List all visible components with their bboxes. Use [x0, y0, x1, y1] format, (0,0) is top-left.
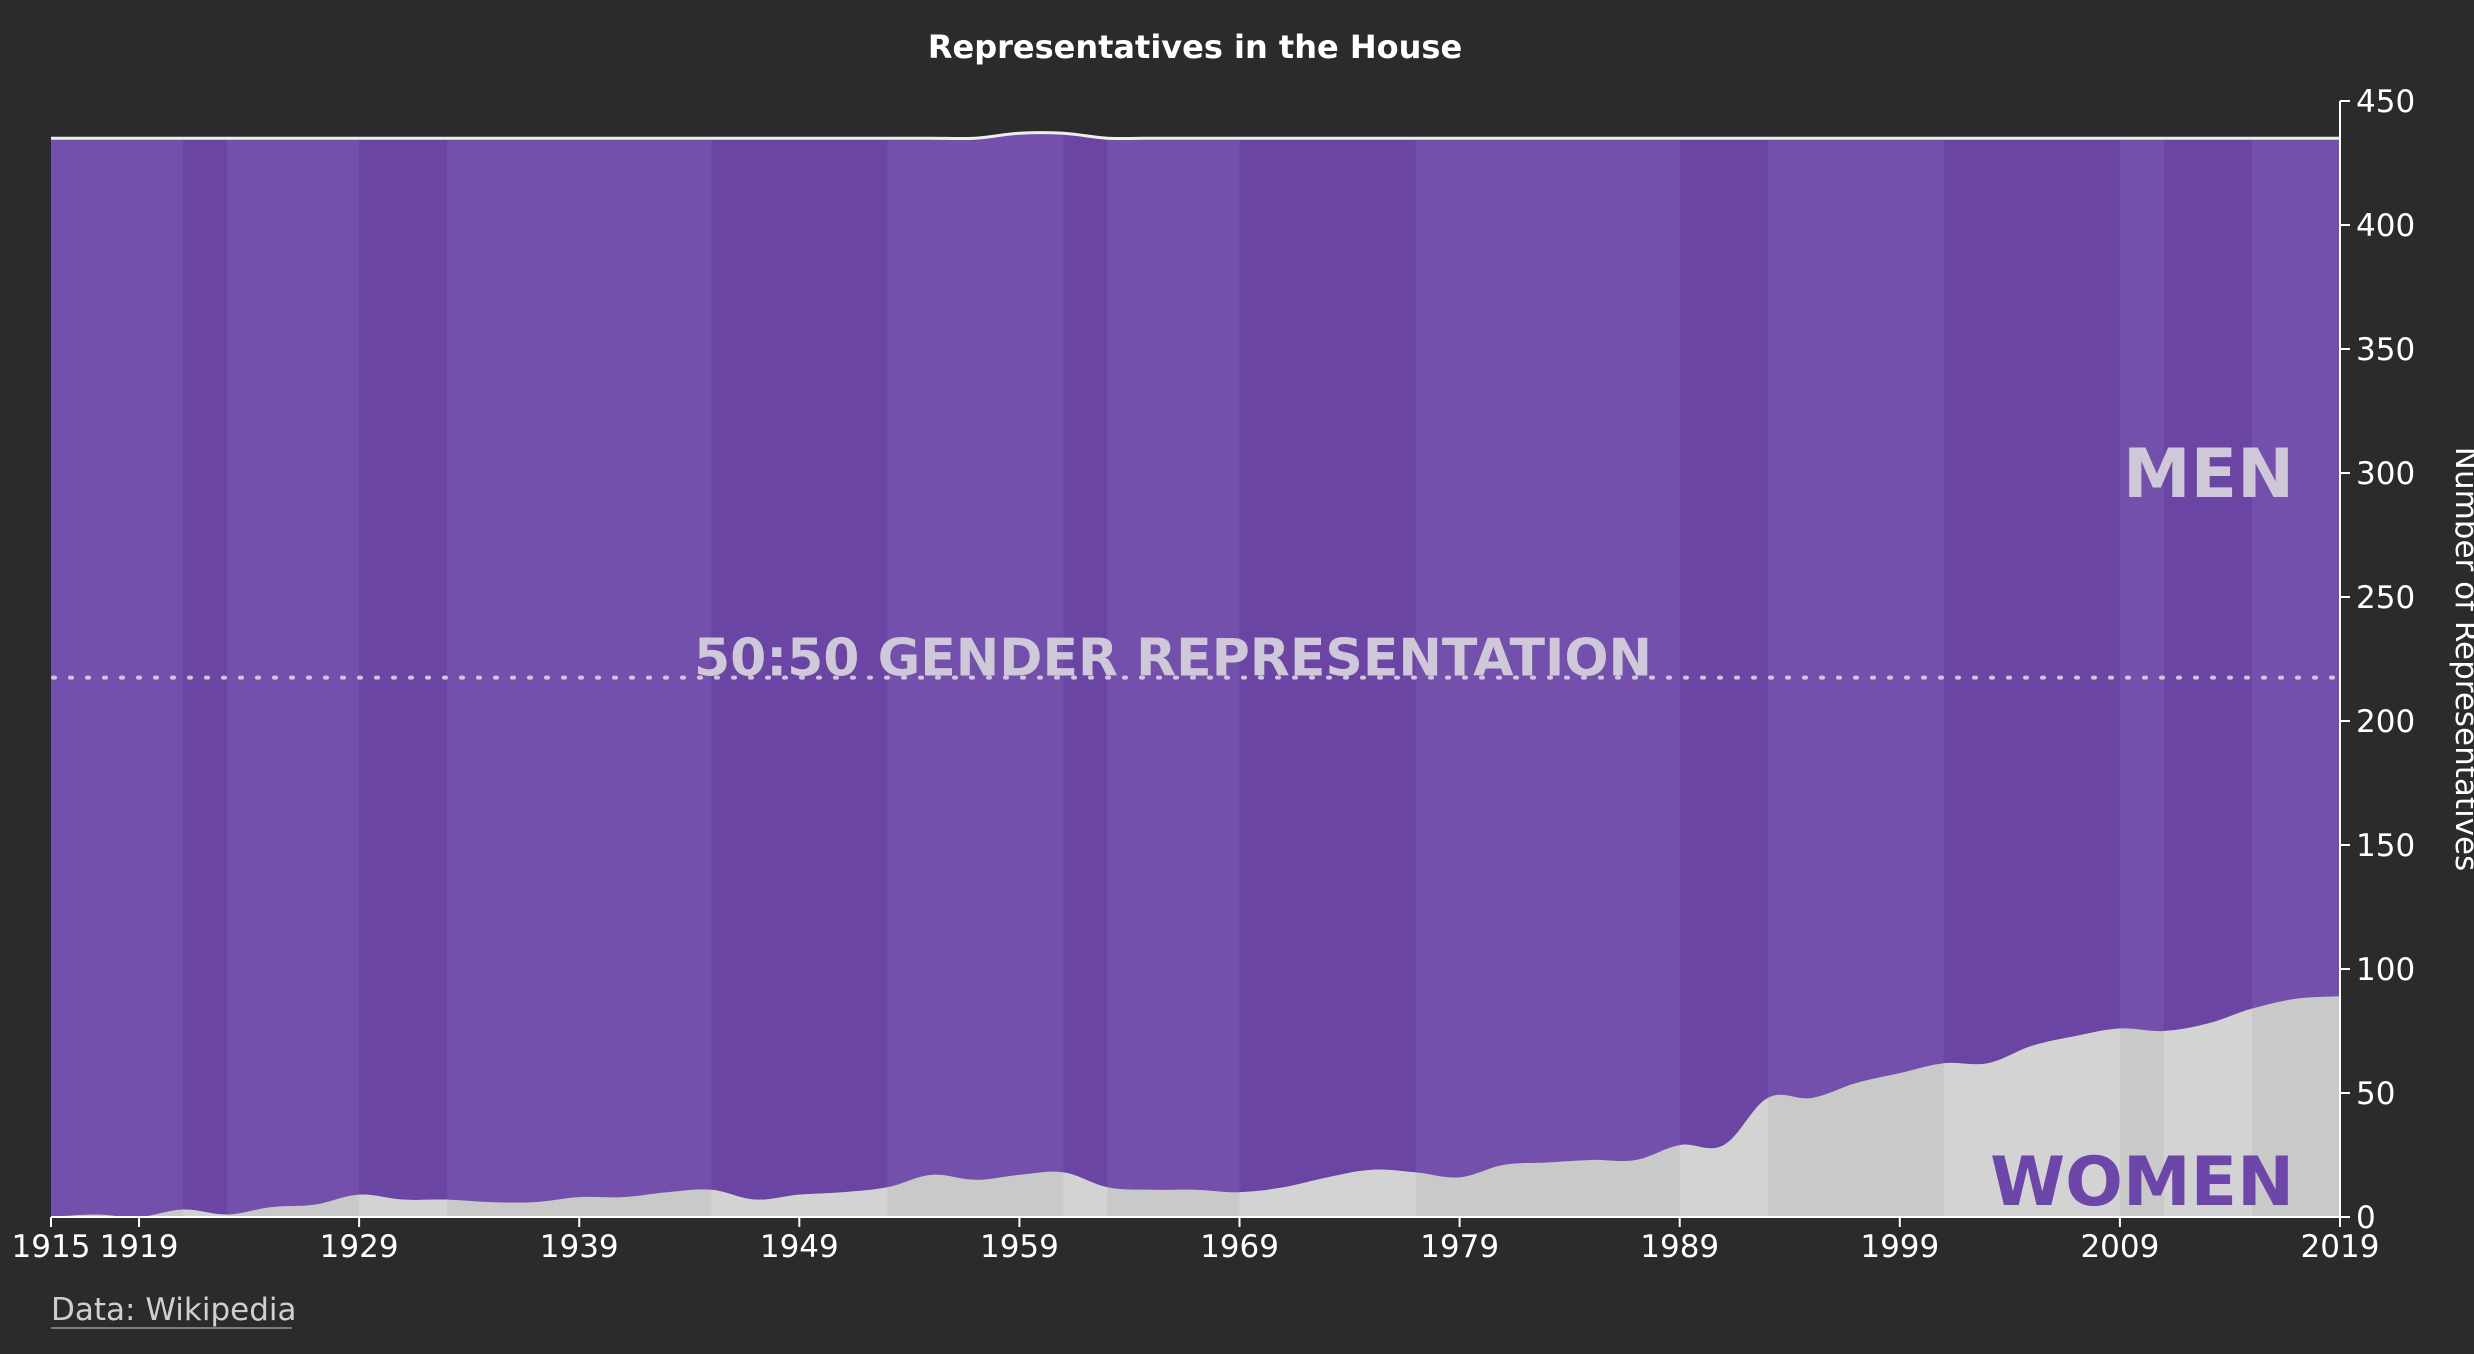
y-tick-label: 450 — [2356, 84, 2415, 120]
x-tick-label: 1929 — [320, 1229, 399, 1265]
men-shaded-period — [1679, 132, 1768, 1217]
men-area-label: MEN — [2123, 435, 2294, 514]
x-tick-label: 1969 — [1200, 1229, 1279, 1265]
x-tick-label: 2019 — [2301, 1229, 2380, 1265]
women-shaded-period — [2163, 996, 2252, 1217]
men-shaded-period — [1239, 132, 1416, 1217]
x-tick-label: 1959 — [980, 1229, 1059, 1265]
chart-title: Representatives in the House — [928, 28, 1462, 66]
y-tick-label: 200 — [2356, 704, 2415, 740]
x-tick-label: 1949 — [760, 1229, 839, 1265]
y-axis: 0 50 100 150 200 250 300 350 400 450 — [2339, 84, 2415, 1236]
x-tick-label: 1979 — [1420, 1229, 1499, 1265]
x-tick-label: 2009 — [2080, 1229, 2159, 1265]
y-tick-label: 400 — [2356, 208, 2415, 244]
men-shaded-period — [1063, 132, 1108, 1217]
x-axis: 1915 1919 1929 1939 1949 1959 1969 1979 1989 1999… — [12, 1216, 2380, 1265]
x-tick-label: 1915 — [12, 1229, 91, 1265]
men-shaded-period — [183, 132, 228, 1217]
x-tick-label: 1999 — [1860, 1229, 1939, 1265]
x-tick-label: 1919 — [100, 1229, 179, 1265]
y-tick-label: 250 — [2356, 580, 2415, 616]
y-tick-label: 350 — [2356, 332, 2415, 368]
y-axis-label: Number of Representatives — [2448, 447, 2474, 872]
y-tick-label: 150 — [2356, 828, 2415, 864]
women-area-label: WOMEN — [1990, 1143, 2294, 1222]
y-tick-label: 300 — [2356, 456, 2415, 492]
y-tick-label: 50 — [2356, 1076, 2395, 1112]
total-line — [50, 131, 2340, 141]
x-tick-label: 1939 — [540, 1229, 619, 1265]
y-tick-label: 0 — [2356, 1200, 2376, 1236]
data-source: Data: Wikipedia — [51, 1292, 297, 1328]
y-tick-label: 100 — [2356, 952, 2415, 988]
men-shaded-period — [711, 132, 888, 1217]
x-tick-label: 1989 — [1640, 1229, 1719, 1265]
gender-parity-label: 50:50 GENDER REPRESENTATION — [694, 629, 1652, 689]
men-shaded-period — [359, 132, 448, 1217]
